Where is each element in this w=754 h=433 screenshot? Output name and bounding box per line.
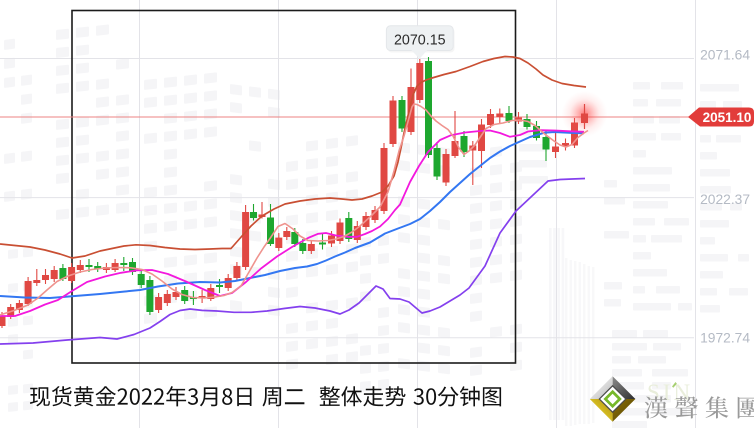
- svg-text:SIN: SIN: [647, 380, 693, 405]
- svg-text:2071.64: 2071.64: [700, 48, 750, 63]
- svg-text:1972.74: 1972.74: [700, 331, 750, 346]
- svg-text:2022.37: 2022.37: [700, 192, 750, 207]
- svg-text:2051.10: 2051.10: [703, 110, 752, 125]
- svg-text:2070.15: 2070.15: [394, 33, 446, 49]
